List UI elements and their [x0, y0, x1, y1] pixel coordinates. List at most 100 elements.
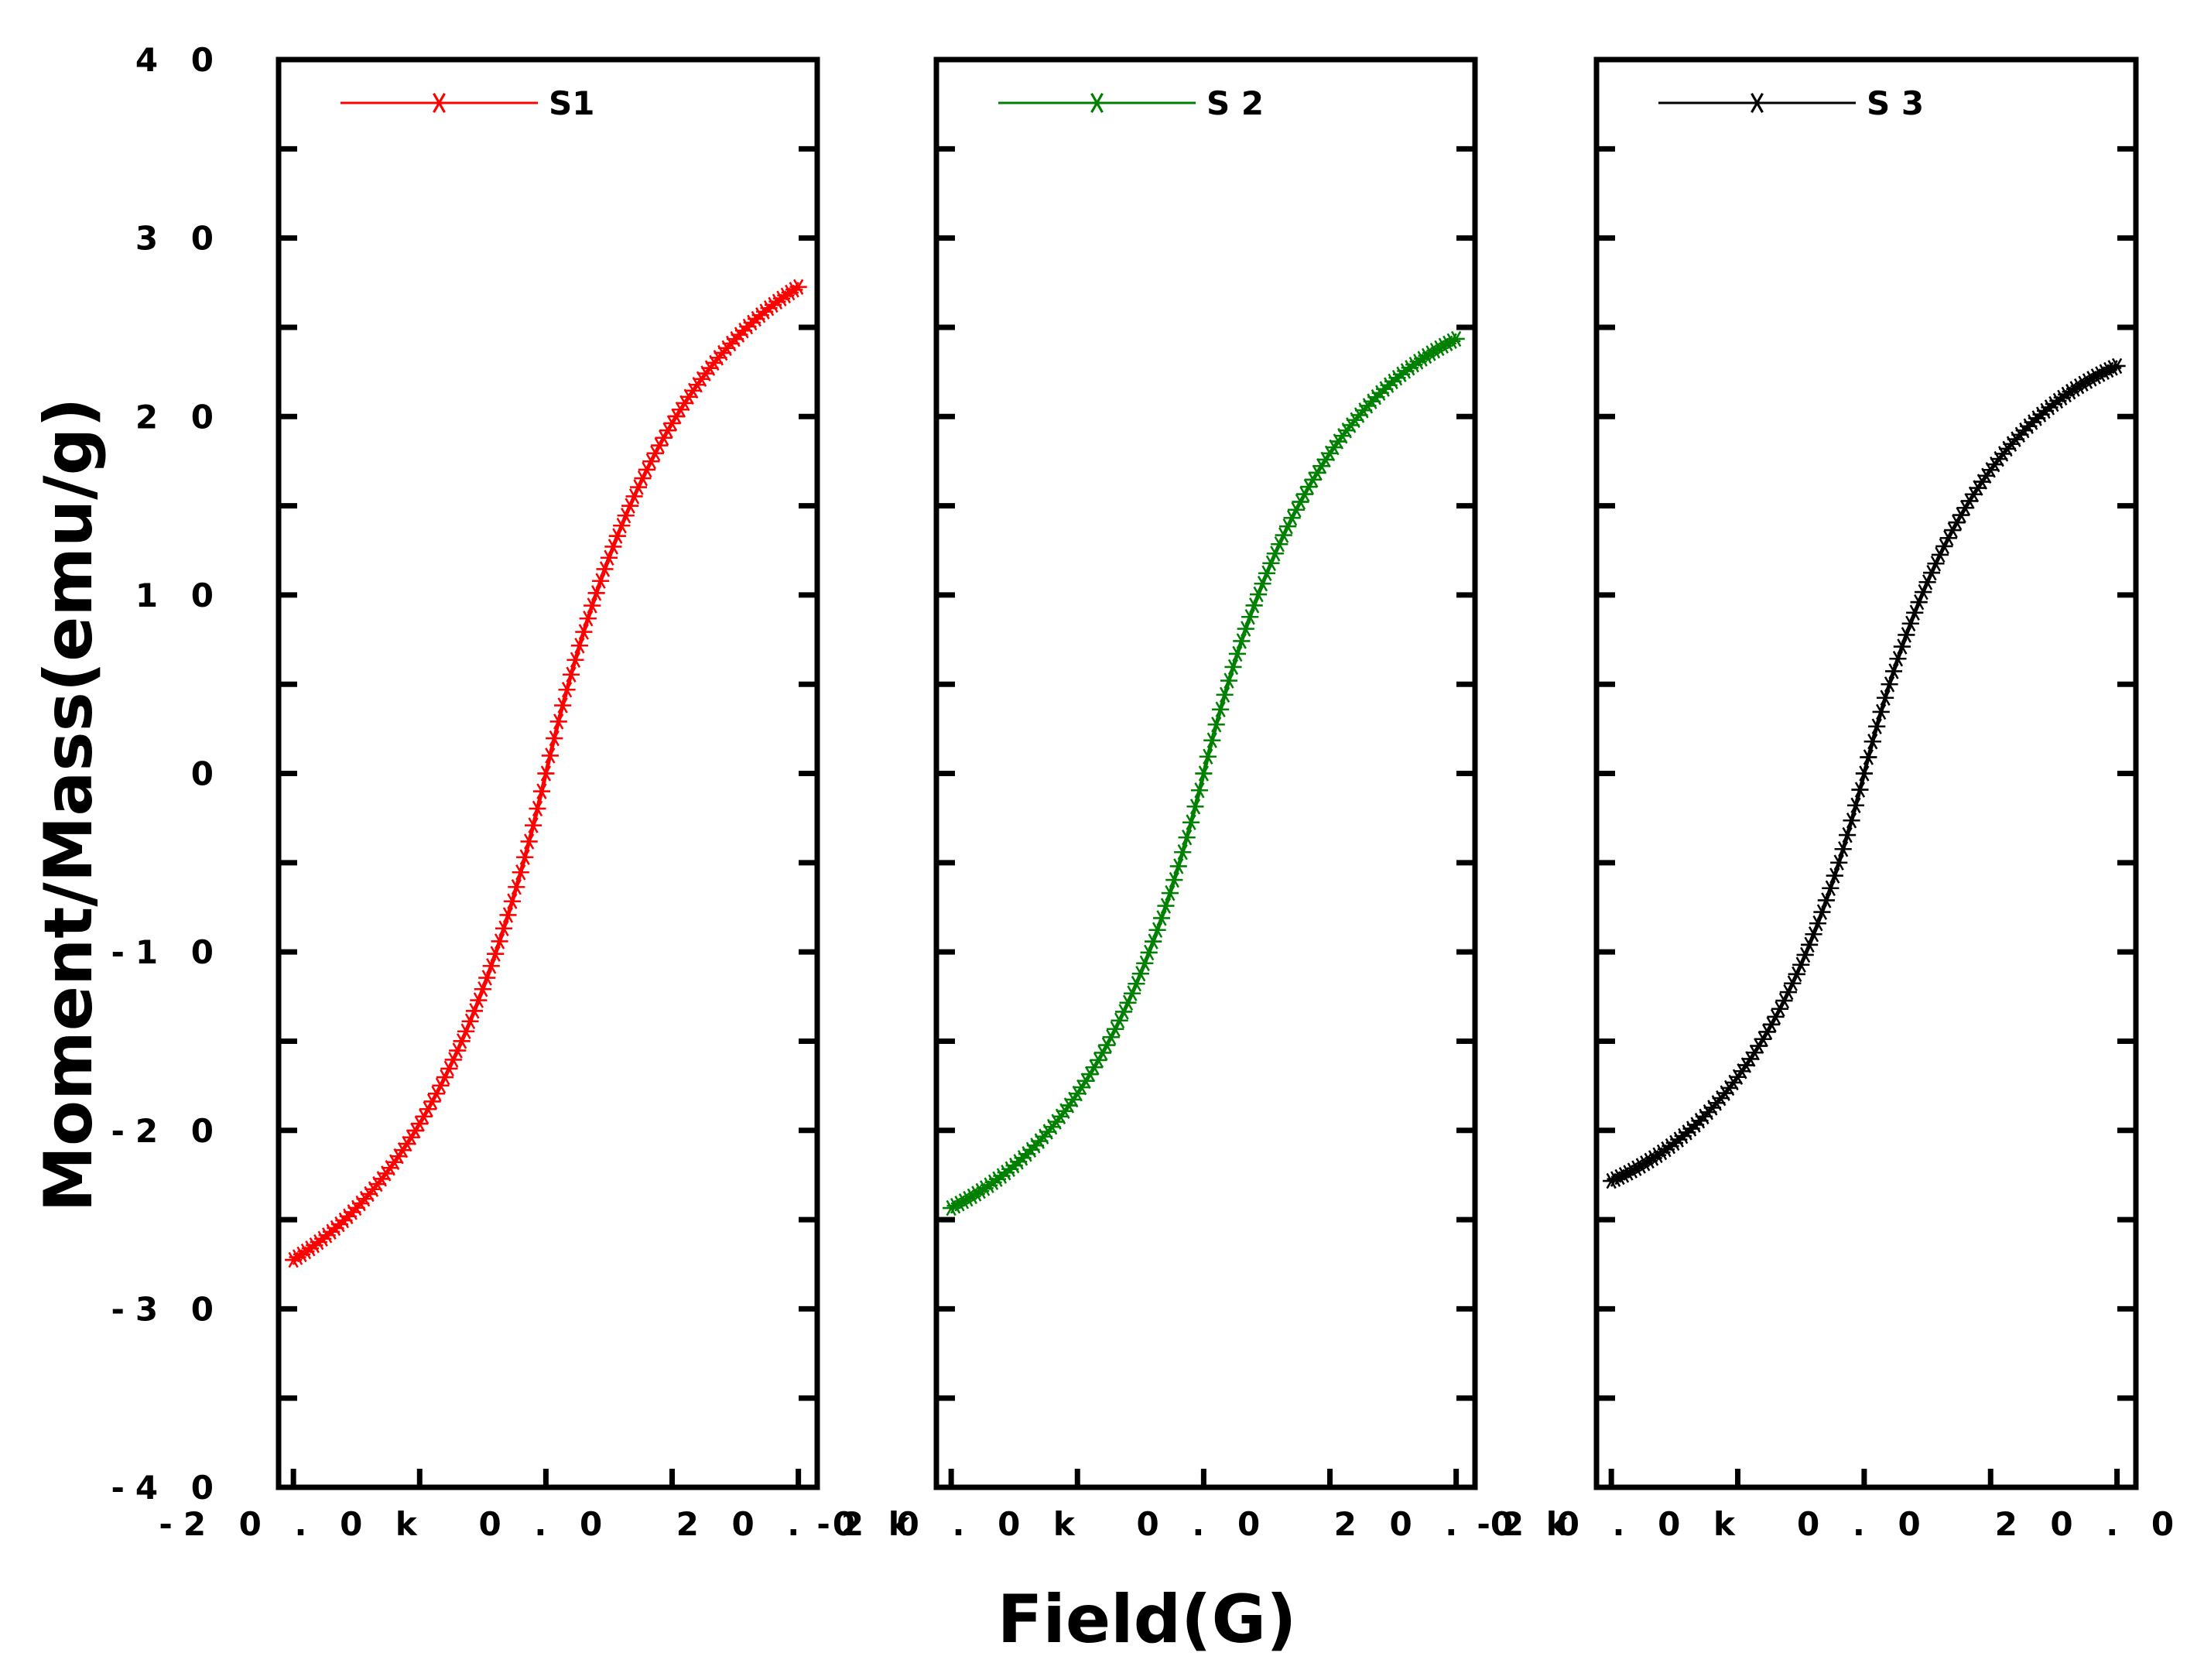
y-tick-label: 2 0 [135, 398, 224, 436]
legend-marker [1746, 93, 1768, 113]
data-point [651, 437, 669, 453]
data-point [1657, 1141, 1675, 1158]
data-point [549, 713, 567, 730]
data-point [1145, 933, 1162, 949]
data-point [558, 682, 576, 698]
data-point [436, 1069, 453, 1086]
data-point [1169, 858, 1187, 874]
data-point [1224, 659, 1242, 676]
y-tick-label: -1 0 [111, 933, 224, 971]
data-point [1447, 330, 1465, 347]
data-point [1906, 604, 1924, 621]
data-point [508, 879, 525, 895]
x-axis-title: Field(G) [998, 1581, 1297, 1658]
data-point [1157, 898, 1175, 914]
data-point [529, 800, 546, 817]
data-point [604, 539, 622, 555]
y-tick-label: -4 0 [111, 1469, 224, 1507]
data-point [1107, 1021, 1124, 1037]
data-point [1216, 686, 1234, 703]
panel-3: -2 0 . 0 k 0 . 0 2 0 . 0 k S 3 [1477, 56, 2204, 1543]
data-point [563, 666, 580, 683]
data-point [592, 573, 610, 589]
data-point [537, 765, 555, 782]
data-point [1237, 621, 1254, 637]
y-tick-label: 1 0 [135, 577, 224, 614]
data-point [453, 1033, 471, 1049]
data-point [1860, 749, 1877, 765]
x-tick-label: 0 . 0 [1137, 1505, 1271, 1543]
panel-2: -2 0 . 0 k 0 . 0 2 0 . 0 k S 2 [816, 56, 1579, 1543]
data-point [2049, 392, 2067, 409]
data-point [306, 1237, 323, 1254]
data-point [1182, 814, 1200, 830]
data-point [546, 730, 563, 747]
data-point [491, 933, 508, 949]
data-point [503, 893, 521, 909]
data-point [525, 817, 542, 833]
data-point [1199, 748, 1217, 765]
x-tick-label: -2 0 . 0 k [1477, 1505, 1745, 1543]
data-point [1186, 799, 1204, 815]
data-point [520, 833, 538, 850]
data-point [1910, 594, 1928, 611]
data-point [1918, 574, 1936, 590]
data-point [541, 748, 559, 764]
data-point [600, 549, 618, 566]
data-point [613, 518, 631, 534]
data-point [1136, 955, 1154, 971]
data-point [1131, 966, 1149, 982]
data-point [1898, 627, 1915, 643]
data-point [1843, 813, 1860, 829]
data-point [1262, 555, 1280, 571]
data-point [584, 597, 601, 614]
x-tick-label: 2 0 . 0 k [1334, 1505, 1579, 1543]
data-point [1809, 915, 1826, 932]
data-point [1851, 782, 1869, 798]
data-point [1161, 884, 1179, 902]
data-point [1923, 564, 1941, 581]
x-tick-label: -2 0 . 0 k [816, 1505, 1085, 1543]
data-point [1855, 765, 1873, 782]
data-point [1153, 910, 1171, 926]
data-point [1254, 576, 1271, 592]
legend-label: S 2 [1206, 84, 1264, 122]
data-point [1839, 826, 1857, 843]
legend-label: S 3 [1867, 84, 1924, 122]
data-point [499, 907, 517, 923]
data-point [1140, 944, 1158, 961]
data-point [1863, 734, 1881, 750]
data-point [1834, 841, 1852, 857]
x-tick-label: 0 . 0 [479, 1505, 614, 1543]
data-point [1207, 717, 1225, 733]
y-axis-title: Moment/Mass(emu/g) [30, 397, 108, 1212]
data-point [461, 1013, 479, 1029]
data-point [1123, 985, 1141, 1001]
data-point [1868, 718, 1886, 734]
data-point [301, 1240, 319, 1257]
data-point [1788, 966, 1805, 983]
data-point [2108, 358, 2126, 375]
data-point [596, 561, 614, 577]
data-point [570, 638, 588, 654]
data-point [1885, 663, 1903, 679]
data-point [621, 498, 639, 514]
x-tick-label: 0 . 0 [1797, 1505, 1932, 1543]
data-point [1128, 976, 1145, 992]
data-point [470, 992, 488, 1008]
legend-label: S1 [549, 84, 594, 122]
data-point [1376, 381, 1394, 397]
y-tick-label: -3 0 [111, 1290, 224, 1328]
data-point [579, 611, 597, 627]
data-point [1220, 672, 1238, 689]
data-point [2007, 431, 2024, 447]
data-point [482, 958, 500, 974]
data-point [1212, 701, 1230, 717]
legend-marker [1086, 93, 1108, 113]
data-point [1178, 830, 1196, 846]
data-point [1846, 797, 1864, 813]
data-point [566, 652, 584, 668]
x-tick-label: 2 0 . 0 k [1995, 1505, 2204, 1543]
data-point [465, 1003, 483, 1019]
data-point [449, 1042, 467, 1059]
